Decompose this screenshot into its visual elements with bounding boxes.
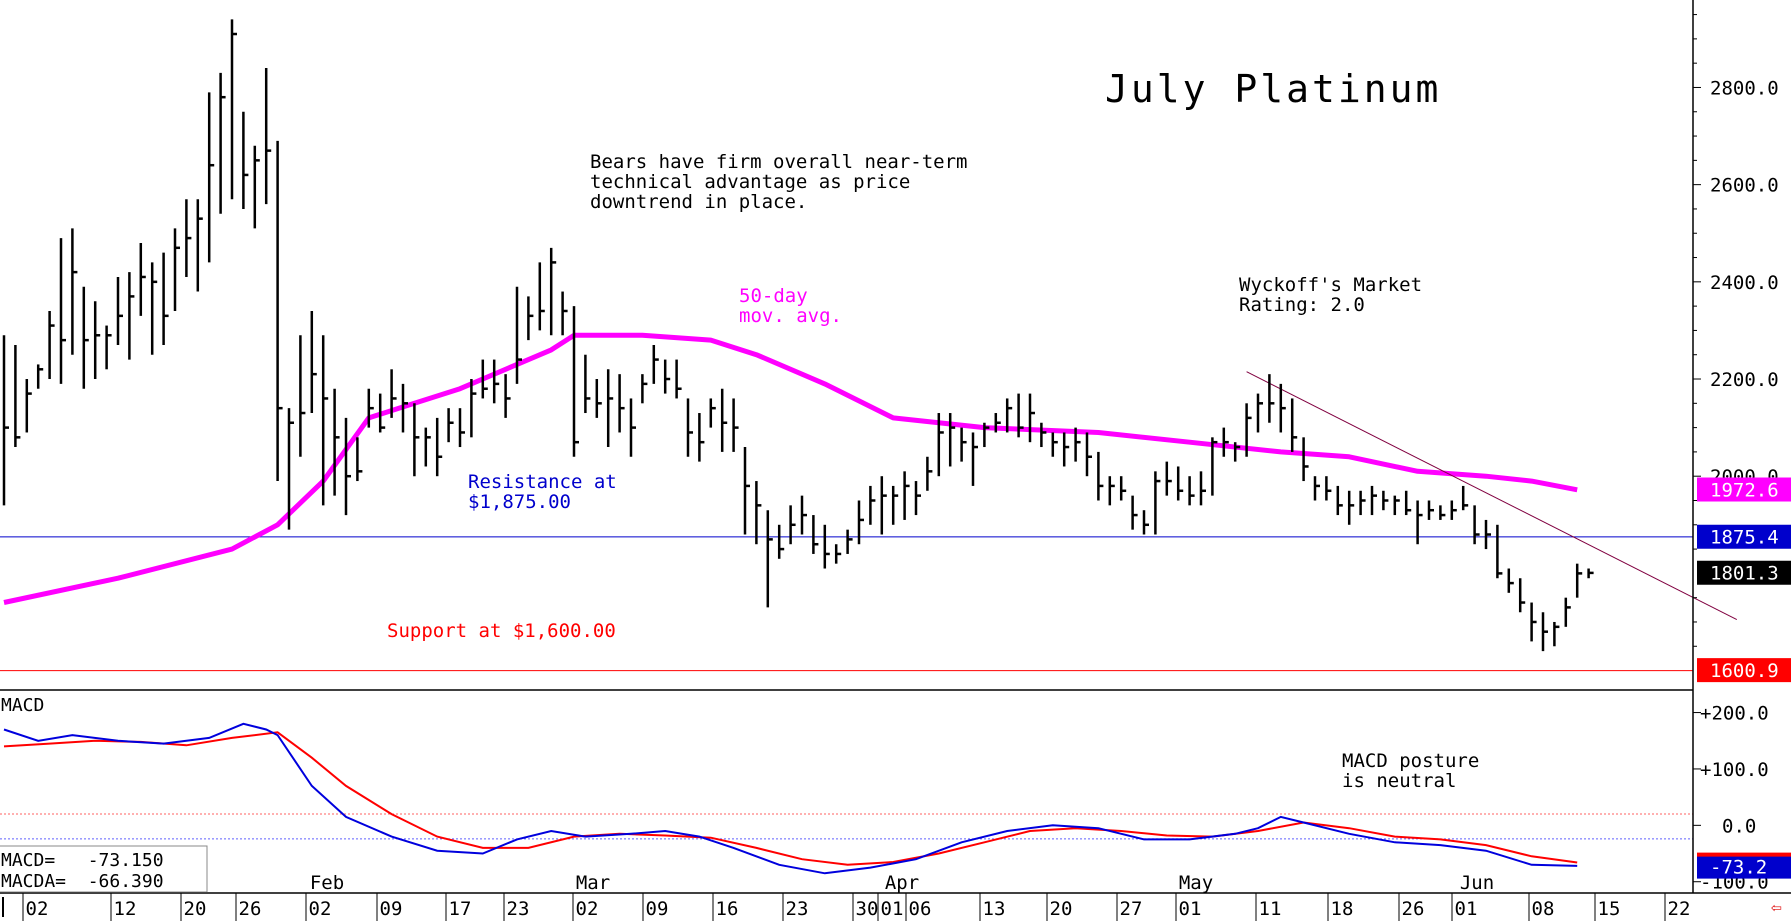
macd-values-box [0, 845, 208, 893]
x-day-label: 11 [1259, 898, 1282, 920]
macd-posture-line-2: is neutral [1342, 770, 1456, 792]
macd-posture-line-1: MACD posture [1342, 750, 1479, 772]
x-day-label: 27 [1120, 898, 1143, 920]
x-day-label: 20 [184, 898, 207, 920]
price-tick-label: 2200.0 [1710, 369, 1779, 391]
x-day-label: 06 [909, 898, 932, 920]
ma-label-line-2: mov. avg. [739, 305, 842, 327]
x-day-label: 02 [26, 898, 49, 920]
x-day-label: 01 [1179, 898, 1202, 920]
price-tag-label: 1600.9 [1710, 660, 1779, 682]
macd-tag-label: -73.2 [1710, 857, 1767, 879]
x-day-label: 23 [786, 898, 809, 920]
resistance-label-line-2: $1,875.00 [468, 491, 571, 513]
x-day-label: 15 [1598, 898, 1621, 920]
x-month-label: May [1179, 872, 1213, 894]
x-day-label: 22 [1668, 898, 1691, 920]
price-tag-label: 1801.3 [1710, 563, 1779, 585]
x-day-label: 09 [380, 898, 403, 920]
x-month-label: Feb [310, 872, 344, 894]
macda-tag-strip [1697, 852, 1791, 857]
price-tag-box [1697, 658, 1791, 683]
x-day-label: 01 [881, 898, 904, 920]
resistance-label-line-1: Resistance at [468, 471, 617, 493]
back-arrow-icon[interactable]: ⇦ [1771, 897, 1782, 918]
x-day-label: 01 [1455, 898, 1478, 920]
price-bars [2, 19, 1594, 652]
x-day-label: 12 [114, 898, 137, 920]
macd-value: MACD= -73.150 [1, 850, 164, 871]
support-label: Support at $1,600.00 [387, 620, 616, 642]
macda-value: MACDA= -66.390 [1, 871, 164, 892]
commentary-line-2: technical advantage as price [590, 171, 910, 193]
x-day-label: 09 [646, 898, 669, 920]
chart-title: July Platinum [1105, 67, 1441, 111]
x-day-label: 26 [1402, 898, 1425, 920]
price-tag-box [1697, 524, 1791, 549]
price-tick-label: 2600.0 [1710, 175, 1779, 197]
x-month-label: Jun [1460, 872, 1494, 894]
macd-tick-label: 0.0 [1722, 815, 1756, 837]
commentary-line-3: downtrend in place. [590, 191, 807, 213]
rating-line-2: Rating: 2.0 [1239, 294, 1365, 316]
macd-panel [0, 722, 1693, 875]
downtrend-line [1246, 371, 1738, 620]
x-day-label: 18 [1331, 898, 1354, 920]
price-tag-label: 1972.6 [1710, 480, 1779, 502]
macd-panel-title: MACD [1, 695, 44, 716]
x-day-label: 08 [1532, 898, 1555, 920]
price-tag-label: 1875.4 [1710, 527, 1779, 549]
price-tag-box [1697, 560, 1791, 585]
x-day-label: 20 [1050, 898, 1073, 920]
x-day-label: 23 [507, 898, 530, 920]
price-tick-label: 2400.0 [1710, 272, 1779, 294]
price-tag-box [1697, 477, 1791, 502]
ma-label-line-1: 50-day [739, 285, 808, 307]
price-tick-label: 2800.0 [1710, 77, 1779, 99]
x-day-label: 17 [449, 898, 472, 920]
x-day-label: 16 [716, 898, 739, 920]
x-day-label: 02 [309, 898, 332, 920]
rating-line-1: Wyckoff's Market [1239, 274, 1422, 296]
commentary-line-1: Bears have firm overall near-term [590, 151, 968, 173]
x-day-label: 30 [856, 898, 879, 920]
x-month-label: Apr [885, 872, 919, 894]
macd-tick-label: +200.0 [1700, 703, 1769, 725]
x-month-label: Mar [576, 872, 610, 894]
x-day-label: 26 [239, 898, 262, 920]
macd-series-line [3, 722, 1578, 875]
x-day-label: 02 [576, 898, 599, 920]
macd-tick-label: +100.0 [1700, 759, 1769, 781]
x-day-label: 13 [983, 898, 1006, 920]
macd-tag-box [1697, 854, 1791, 879]
